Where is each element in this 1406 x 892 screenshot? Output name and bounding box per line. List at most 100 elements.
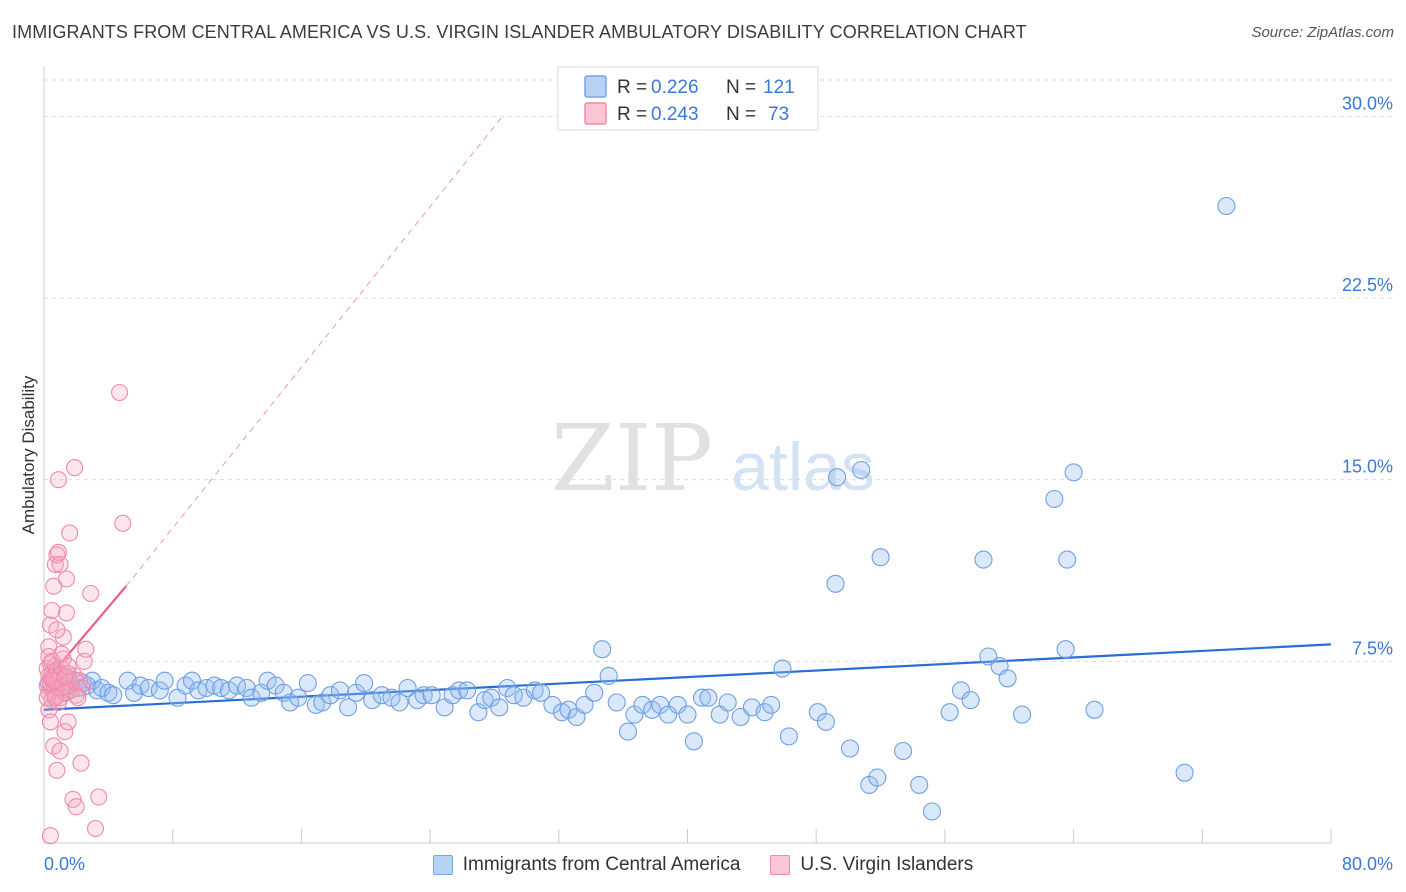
point-central-america-15 bbox=[99, 683, 118, 702]
point-central-america-63 bbox=[490, 698, 509, 717]
point-central-america-68 bbox=[532, 683, 551, 702]
point-central-america-12 bbox=[83, 671, 102, 690]
point-central-america-104 bbox=[868, 768, 887, 787]
legend-swatch-central-america bbox=[432, 855, 453, 875]
y-axis-label: Ambulatory Disability bbox=[19, 375, 38, 534]
stats-legend: R = 0.226 N = 121 R = 0.243 N = 73 bbox=[557, 66, 819, 131]
point-central-america-73 bbox=[575, 695, 594, 714]
point-central-america-37 bbox=[274, 683, 293, 702]
point-virgin-islanders-68 bbox=[59, 657, 77, 675]
point-central-america-87 bbox=[692, 688, 712, 707]
point-central-america-76 bbox=[599, 666, 618, 685]
point-central-america-80 bbox=[633, 695, 652, 714]
point-central-america-52 bbox=[398, 678, 417, 698]
point-virgin-islanders-41 bbox=[41, 713, 59, 731]
point-virgin-islanders-55 bbox=[114, 514, 132, 532]
point-virgin-islanders-24 bbox=[66, 667, 84, 685]
point-central-america-33 bbox=[242, 688, 261, 707]
legend-label-central-america: Immigrants from Central America bbox=[462, 854, 741, 875]
point-virgin-islanders-70 bbox=[57, 570, 76, 588]
point-central-america-102 bbox=[852, 460, 871, 480]
point-central-america-108 bbox=[922, 802, 942, 821]
point-virgin-islanders-69 bbox=[48, 621, 66, 639]
point-virgin-islanders-27 bbox=[74, 679, 92, 697]
point-central-america-20 bbox=[139, 678, 158, 698]
point-virgin-islanders-48 bbox=[67, 798, 85, 816]
point-central-america-59 bbox=[458, 681, 477, 700]
point-central-america-74 bbox=[585, 683, 604, 702]
point-central-america-86 bbox=[684, 732, 703, 751]
point-central-america-98 bbox=[816, 712, 835, 731]
point-central-america-40 bbox=[298, 674, 317, 693]
grid-lines bbox=[44, 79, 1392, 662]
point-virgin-islanders-58 bbox=[49, 693, 68, 712]
y-tick-label: 15.0% bbox=[1342, 457, 1393, 477]
point-virgin-islanders-30 bbox=[43, 601, 61, 620]
point-central-america-123 bbox=[1217, 196, 1236, 216]
legend-n-value-1: 121 bbox=[763, 77, 795, 98]
legend-r-value-1: 0.226 bbox=[651, 77, 699, 98]
point-central-america-99 bbox=[826, 574, 845, 593]
point-central-america-118 bbox=[1056, 640, 1075, 659]
point-virgin-islanders-62 bbox=[40, 647, 58, 666]
point-central-america-44 bbox=[330, 681, 350, 700]
point-virgin-islanders-33 bbox=[48, 546, 66, 564]
point-virgin-islanders-44 bbox=[51, 742, 69, 760]
point-virgin-islanders-72 bbox=[69, 689, 87, 707]
point-central-america-51 bbox=[390, 693, 409, 712]
point-central-america-121 bbox=[1085, 700, 1104, 719]
y-tick-label: 7.5% bbox=[1352, 638, 1393, 658]
point-central-america-119 bbox=[1058, 550, 1077, 569]
point-central-america-88 bbox=[699, 688, 718, 707]
point-virgin-islanders-67 bbox=[56, 667, 74, 685]
x-tick-label-max: 80.0% bbox=[1342, 854, 1393, 874]
point-central-america-101 bbox=[840, 739, 860, 758]
watermark-atlas: atlas bbox=[731, 429, 875, 505]
point-central-america-75 bbox=[593, 640, 612, 659]
point-central-america-77 bbox=[607, 693, 626, 712]
point-central-america-21 bbox=[150, 681, 169, 700]
point-central-america-43 bbox=[321, 686, 340, 705]
legend-item-virgin-islanders: U.S. Virgin Islanders bbox=[770, 854, 973, 876]
point-central-america-22 bbox=[155, 671, 174, 690]
point-virgin-islanders-25 bbox=[67, 686, 85, 704]
point-virgin-islanders-51 bbox=[77, 640, 95, 658]
point-central-america-110 bbox=[951, 681, 971, 700]
point-central-america-93 bbox=[755, 703, 774, 722]
point-virgin-islanders-64 bbox=[45, 672, 63, 690]
legend-label-virgin-islanders: U.S. Virgin Islanders bbox=[800, 854, 974, 875]
point-central-america-55 bbox=[422, 686, 441, 705]
point-central-america-115 bbox=[998, 669, 1017, 688]
point-central-america-111 bbox=[961, 691, 980, 710]
point-central-america-45 bbox=[339, 698, 358, 717]
point-central-america-47 bbox=[355, 674, 374, 693]
point-central-america-109 bbox=[940, 703, 959, 722]
legend-swatch-blue bbox=[584, 75, 607, 98]
point-central-america-90 bbox=[718, 693, 737, 712]
point-central-america-96 bbox=[779, 727, 798, 746]
point-virgin-islanders-38 bbox=[66, 459, 84, 477]
point-virgin-islanders-46 bbox=[59, 713, 77, 731]
point-virgin-islanders-49 bbox=[72, 754, 90, 772]
trend-line-virgin-islanders-extrapolated bbox=[125, 115, 503, 587]
point-virgin-islanders-36 bbox=[57, 604, 76, 622]
point-virgin-islanders-53 bbox=[86, 819, 105, 838]
point-central-america-120 bbox=[1064, 463, 1083, 482]
source-label: Source: ZipAtlas.com bbox=[1251, 24, 1394, 41]
point-virgin-islanders-56 bbox=[111, 383, 129, 402]
point-virgin-islanders-65 bbox=[46, 689, 64, 707]
point-virgin-islanders-45 bbox=[56, 723, 74, 741]
legend-item-central-america: Immigrants from Central America bbox=[432, 854, 741, 876]
point-virgin-islanders-39 bbox=[49, 471, 68, 489]
legend-r-label-2: R = bbox=[617, 104, 647, 125]
point-central-america-84 bbox=[668, 695, 687, 714]
point-central-america-105 bbox=[871, 548, 890, 567]
svg-text:R = 0.243 N =: R = 0.243 N = 73 bbox=[617, 104, 789, 125]
legend-n-value-2: 73 bbox=[768, 104, 789, 125]
point-central-america-39 bbox=[289, 688, 308, 707]
point-central-america-100 bbox=[828, 468, 847, 487]
data-points bbox=[38, 196, 1236, 845]
point-central-america-83 bbox=[659, 705, 678, 724]
axes: 7.5% 15.0% 22.5% 30.0% 0.0% 80.0% bbox=[43, 67, 1393, 874]
